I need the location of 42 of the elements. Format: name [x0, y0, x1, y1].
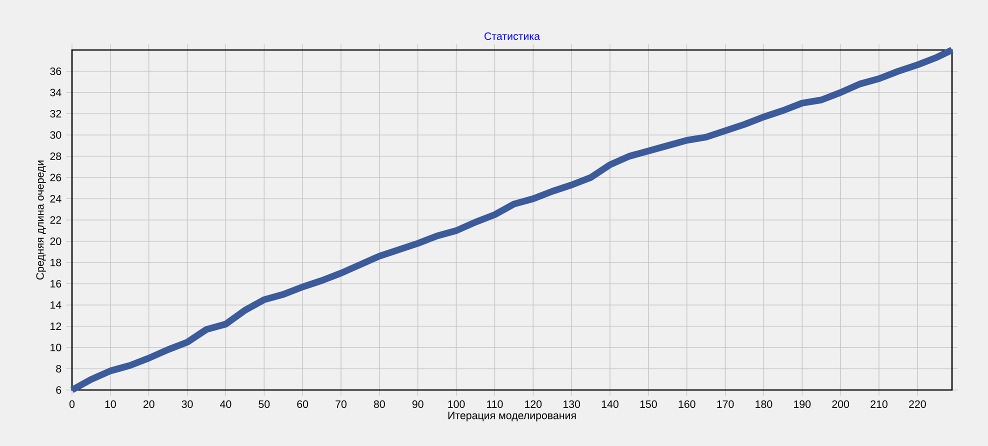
- y-tick-label: 24: [50, 195, 62, 202]
- x-tick-label: 190: [794, 400, 811, 408]
- x-tick-label: 50: [258, 400, 270, 408]
- chart-title: Статистика: [484, 32, 540, 40]
- x-tick-label: 20: [143, 400, 154, 408]
- x-tick-label: 60: [297, 400, 308, 408]
- x-tick-label: 70: [336, 400, 347, 408]
- x-tick-label: 100: [448, 400, 465, 408]
- y-tick-label: 30: [50, 131, 62, 139]
- y-tick-label: 18: [50, 258, 62, 266]
- y-tick-label: 36: [50, 67, 62, 76]
- y-tick-label: 22: [50, 216, 62, 224]
- x-tick-label: 130: [563, 400, 580, 408]
- y-tick-label: 28: [50, 152, 62, 160]
- y-tick-label: 20: [50, 237, 62, 246]
- x-tick-label: 200: [832, 400, 850, 408]
- y-tick-label: 12: [50, 322, 62, 330]
- x-tick-label: 170: [717, 400, 734, 408]
- y-tick-label: 10: [50, 344, 62, 352]
- x-tick-label: 210: [870, 400, 888, 408]
- x-tick-label: 90: [412, 400, 424, 408]
- x-tick-label: 150: [640, 400, 657, 408]
- x-tick-label: 220: [909, 400, 926, 408]
- x-tick-label: 0: [69, 400, 75, 408]
- x-tick-label: 180: [756, 400, 772, 408]
- y-tick-label: 34: [50, 88, 62, 96]
- y-tick-label: 14: [50, 301, 62, 309]
- x-axis-title: Итерация моделирования: [448, 412, 576, 422]
- x-tick-label: 160: [678, 400, 696, 408]
- y-tick-label: 26: [50, 174, 62, 182]
- y-tick-label: 8: [56, 364, 62, 373]
- x-tick-label: 10: [105, 400, 116, 408]
- x-tick-label: 40: [220, 400, 232, 408]
- x-tick-label: 110: [487, 400, 503, 408]
- x-tick-label: 140: [602, 400, 618, 408]
- y-tick-label: 16: [50, 280, 62, 288]
- y-tick-label: 6: [56, 386, 62, 394]
- y-tick-label: 32: [50, 110, 62, 118]
- x-tick-label: 80: [374, 400, 385, 408]
- x-tick-label: 120: [525, 400, 542, 408]
- y-axis-title: Средняя длина очереди: [36, 160, 46, 280]
- x-tick-label: 30: [182, 400, 193, 408]
